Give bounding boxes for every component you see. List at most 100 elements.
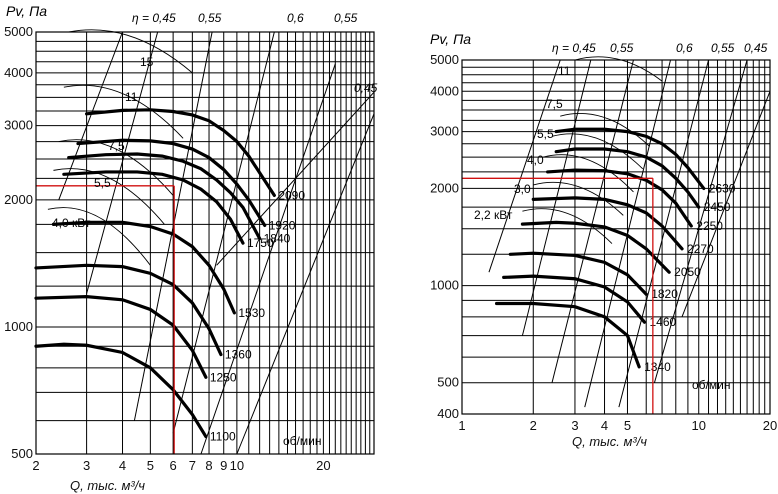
x-tick-label: 20 — [763, 418, 777, 433]
rpm-curve-2090 — [85, 108, 276, 198]
rpm-curve-2450 — [554, 147, 701, 209]
y-tick-label: 3000 — [4, 118, 33, 133]
x-tick-label: 3 — [571, 418, 578, 433]
x-tick-label: 1 — [458, 418, 465, 433]
left-xlabel: Q, тыс. м³/ч — [70, 478, 145, 493]
efficiency-line — [172, 31, 275, 434]
y-tick-label: 3000 — [430, 124, 459, 139]
rpm-label-1250: 1250 — [210, 370, 237, 384]
x-tick-label: 7 — [189, 458, 196, 473]
rpm-label-2450: 2450 — [704, 200, 731, 214]
y-tick-label: 2000 — [430, 180, 459, 195]
power-line — [63, 84, 184, 139]
rpm-curve-1250 — [34, 295, 208, 379]
left-plot-frame — [35, 31, 375, 455]
power-line — [53, 168, 165, 225]
rpm-label-2090: 2090 — [278, 188, 305, 202]
y-tick-label: 500 — [437, 375, 459, 390]
rpm-label-1360: 1360 — [225, 348, 252, 362]
power-line — [551, 133, 644, 170]
right-rpm-unit: об/мин — [692, 378, 730, 392]
rpm-label-2250: 2250 — [696, 219, 723, 233]
rpm-curve-1360 — [34, 263, 223, 357]
x-tick-label: 2 — [530, 418, 537, 433]
rpm-curve-2630 — [554, 127, 706, 191]
efficiency-line — [200, 63, 336, 455]
right-power-label-2: 5,5 — [537, 127, 554, 141]
efficiency-line — [236, 113, 375, 455]
y-tick-label: 5000 — [430, 52, 459, 67]
rpm-label-2050: 2050 — [674, 265, 701, 279]
left-power-label-0: 15 — [140, 55, 154, 69]
rpm-label-1100: 1100 — [210, 430, 236, 444]
efficiency-line — [58, 31, 123, 201]
x-tick-label: 6 — [170, 458, 177, 473]
right-eff-label-2: 0,6 — [676, 41, 693, 55]
rpm-label-1820: 1820 — [651, 287, 678, 301]
rpm-curve-1840 — [67, 152, 262, 241]
efficiency-line — [488, 59, 561, 273]
x-tick-label: 3 — [83, 458, 90, 473]
right-power-label-1: 7,5 — [546, 97, 563, 111]
rpm-curve-1750 — [62, 170, 245, 245]
right-power-label-3: 4,0 — [527, 153, 544, 167]
power-line — [47, 207, 151, 266]
right-ylabel: Pv, Па — [430, 31, 471, 47]
efficiency-line — [653, 59, 748, 383]
right-plot-frame — [461, 59, 771, 415]
rpm-curve-1820 — [508, 251, 648, 296]
efficiency-line — [133, 31, 213, 421]
x-tick-label: 9 — [220, 458, 227, 473]
left-eff-label-0: η = 0,45 — [132, 11, 176, 25]
left-eff-label-1: 0,55 — [198, 11, 222, 25]
rpm-curve-1920 — [76, 138, 267, 228]
x-tick-label: 5 — [147, 458, 154, 473]
right-eff-label-1: 0,55 — [610, 41, 634, 55]
rpm-curve-1340 — [494, 301, 641, 369]
left-power-label-4: 4,0 кВт — [52, 216, 91, 230]
right-xlabel: Q, тыс. м³/ч — [572, 434, 647, 449]
rpm-label-1340: 1340 — [644, 360, 671, 374]
efficiency-line — [618, 59, 710, 408]
efficiency-line — [551, 59, 634, 383]
x-tick-label: 5 — [624, 418, 631, 433]
power-line — [58, 139, 174, 196]
left-power-label-2: 7,5 — [108, 139, 125, 153]
rpm-curve-1100 — [34, 342, 208, 439]
y-tick-label: 4000 — [4, 65, 33, 80]
rpm-label-1460: 1460 — [649, 315, 676, 329]
left-power-label-3: 5,5 — [94, 176, 111, 190]
right-chart: 2630 2450 2250 2270 2050 1820 1460 1340 1 2 3 4 5 10… — [430, 31, 777, 449]
x-tick-label: 4 — [119, 458, 126, 473]
y-tick-label: 500 — [11, 446, 33, 461]
right-eff-label-4: 0,45 — [744, 41, 768, 55]
power-line — [542, 154, 634, 193]
rpm-curve-2250 — [546, 168, 693, 228]
right-power-label-5: 2,2 кВт — [474, 208, 513, 222]
y-tick-label: 1000 — [430, 278, 459, 293]
right-power-label-0: 11 — [558, 64, 571, 78]
rpm-curve-1460 — [502, 274, 647, 324]
x-tick-label: 8 — [205, 458, 212, 473]
left-rpm-unit: об/мин — [283, 434, 321, 448]
left-eff-label-3: 0,55 — [334, 11, 358, 25]
power-line — [533, 181, 624, 216]
rpm-curve-2050 — [520, 220, 671, 274]
x-tick-label: 10 — [230, 458, 244, 473]
rpm-label-2630: 2630 — [709, 181, 736, 195]
right-eff-label-0: η = 0,45 — [552, 41, 596, 55]
rpm-label-2270: 2270 — [687, 242, 714, 256]
rpm-label-1840: 1840 — [264, 232, 291, 246]
rpm-label-1750: 1750 — [247, 236, 274, 250]
rpm-curve-1530 — [51, 220, 236, 315]
y-tick-label: 1000 — [4, 319, 33, 334]
x-tick-label: 4 — [601, 418, 608, 433]
efficiency-line — [681, 91, 771, 318]
x-tick-label: 2 — [32, 458, 39, 473]
power-line — [522, 208, 613, 244]
right-power-label-4: 3,0 — [514, 182, 531, 196]
left-power-label-1: 11 — [125, 90, 138, 104]
efficiency-line — [584, 59, 672, 408]
